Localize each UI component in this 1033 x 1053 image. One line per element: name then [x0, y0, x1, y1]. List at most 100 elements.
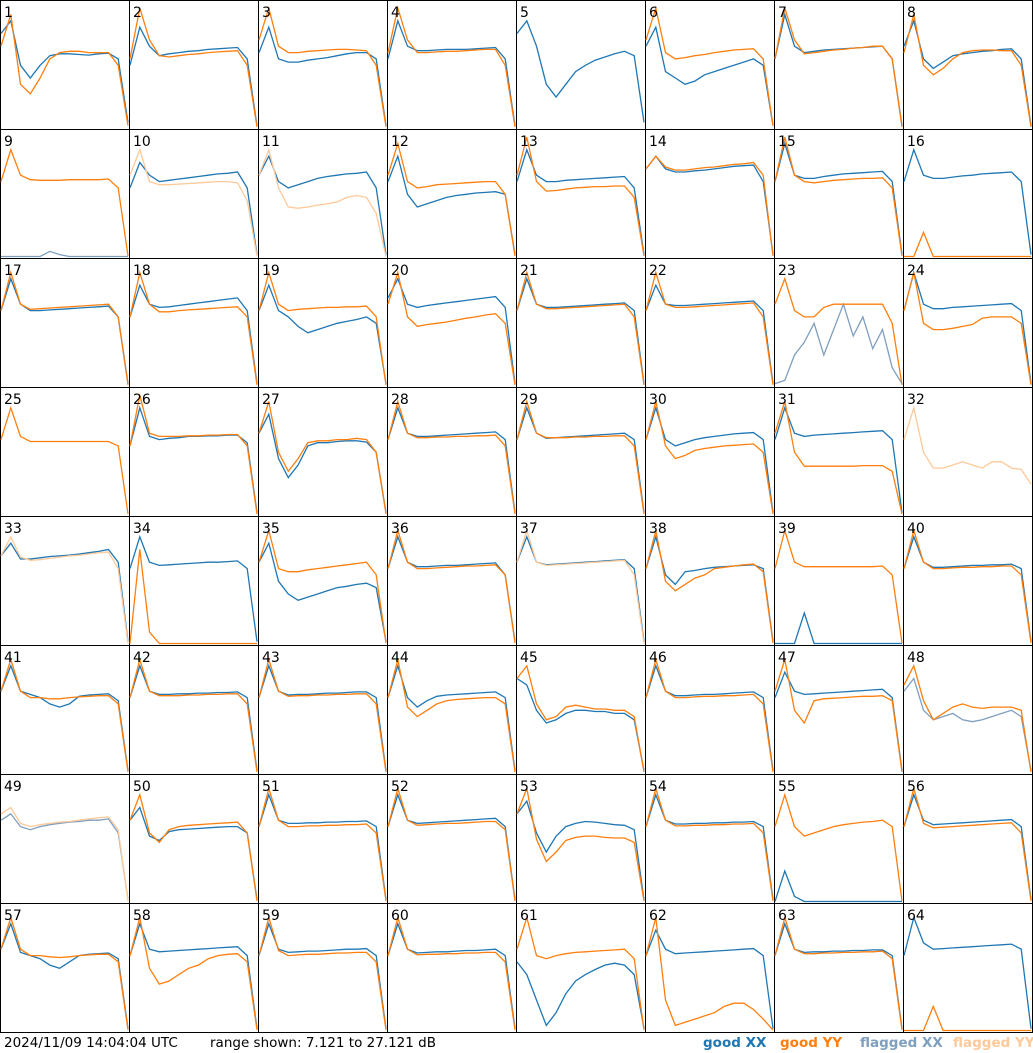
- panel-label: 59: [262, 908, 280, 924]
- spectrum-line: [645, 786, 774, 901]
- spectrum-line: [645, 401, 774, 515]
- spectrum-line: [129, 147, 258, 257]
- panel-label: 26: [133, 392, 151, 408]
- spectrum-line: [903, 405, 1032, 485]
- spectrum-line: [774, 405, 903, 513]
- spectrum-line: [387, 528, 516, 643]
- panel-frame: [903, 903, 1033, 1033]
- panel-label: 6: [649, 5, 658, 21]
- spectrum-line: [387, 659, 516, 772]
- spectrum-line: [0, 813, 129, 900]
- panel-label: 13: [520, 134, 538, 150]
- panel-label: 39: [778, 521, 796, 537]
- spectrum-line: [258, 915, 387, 1030]
- panel-frame: [645, 387, 775, 517]
- panel-frame: [129, 0, 259, 130]
- spectrum-line: [516, 664, 645, 773]
- spectrum-line: [258, 921, 387, 1029]
- panel-frame: [645, 129, 775, 259]
- spectrum-line: [258, 528, 387, 643]
- spectrum-line: [516, 786, 645, 902]
- panel-label: 3: [262, 5, 271, 21]
- panel-label: 8: [907, 5, 916, 21]
- panel-frame: [645, 903, 775, 1033]
- panel-label: 46: [649, 650, 667, 666]
- spectrum-line: [774, 136, 903, 256]
- spectrum-line: [774, 276, 903, 386]
- panel-frame: [258, 516, 388, 646]
- spectrum-line: [903, 14, 1032, 128]
- spectrum-line: [774, 869, 902, 903]
- panel-frame: [387, 903, 517, 1033]
- spectrum-line: [645, 155, 774, 255]
- panel-label: 10: [133, 134, 151, 150]
- spectrum-line: [903, 677, 1032, 771]
- panel-frame: [516, 129, 646, 259]
- spectrum-line: [774, 792, 903, 901]
- panel-frame: [516, 0, 646, 130]
- panel-label: 58: [133, 908, 151, 924]
- spectrum-line: [516, 270, 645, 385]
- spectrum-line: [258, 657, 387, 772]
- panel-frame: [129, 774, 259, 904]
- panel-label: 35: [262, 521, 280, 537]
- panel-frame: [903, 774, 1033, 904]
- spectrum-line: [774, 659, 903, 772]
- panel-label: 49: [4, 779, 22, 795]
- panel-frame: [0, 387, 130, 517]
- legend-entry: flagged XX: [860, 1035, 943, 1051]
- spectrum-line: [129, 269, 258, 385]
- panel-frame: [387, 645, 517, 775]
- panel-frame: [0, 258, 130, 388]
- spectrum-line: [774, 670, 903, 771]
- panel-label: 14: [649, 134, 667, 150]
- panel-label: 53: [520, 779, 538, 795]
- spectrum-line: [129, 161, 258, 255]
- spectrum-line: [129, 921, 258, 1029]
- spectrum-line: [129, 806, 258, 900]
- panel-frame: [516, 258, 646, 388]
- spectrum-line: [774, 7, 903, 127]
- spectrum-line: [387, 663, 516, 771]
- spectrum-line: [0, 14, 129, 126]
- panel-frame: [645, 0, 775, 130]
- panel-label: 44: [391, 650, 409, 666]
- spectrum-line: [645, 530, 774, 643]
- panel-label: 33: [4, 521, 22, 537]
- panel-label: 36: [391, 521, 409, 537]
- panel-frame: [774, 516, 904, 646]
- panel-label: 9: [4, 134, 13, 150]
- panel-label: 56: [907, 779, 925, 795]
- spectrum-line: [774, 528, 903, 643]
- panel-frame: [387, 516, 517, 646]
- panel-label: 63: [778, 908, 796, 924]
- panel-frame: [387, 774, 517, 904]
- spectrum-line: [903, 528, 1032, 643]
- spectrum-line: [645, 270, 774, 385]
- spectrum-line: [516, 399, 645, 514]
- spectrum-line: [774, 915, 903, 1030]
- spectrum-line: [903, 792, 1032, 900]
- panel-frame: [0, 129, 130, 259]
- spectrum-line: [775, 610, 902, 645]
- spectrum-line: [903, 18, 1032, 126]
- panel-label: 12: [391, 134, 409, 150]
- legend-entry: good XX: [703, 1035, 767, 1051]
- spectrum-line: [903, 785, 1032, 901]
- panel-frame: [387, 258, 517, 388]
- spectrum-line: [645, 928, 774, 1029]
- spectrum-line: [0, 657, 129, 772]
- spectrum-line: [0, 405, 129, 514]
- panel-frame: [387, 129, 517, 259]
- panel-frame: [516, 903, 646, 1033]
- spectrum-line: [258, 25, 387, 126]
- panel-frame: [129, 516, 259, 646]
- panel-frame: [129, 258, 259, 388]
- panel-frame: [0, 903, 130, 1033]
- panel-label: 24: [907, 263, 925, 279]
- spectrum-line: [387, 786, 516, 901]
- panel-frame: [645, 645, 775, 775]
- panel-frame: [774, 0, 904, 130]
- spectrum-line: [129, 534, 258, 642]
- panel-label: 32: [907, 392, 925, 408]
